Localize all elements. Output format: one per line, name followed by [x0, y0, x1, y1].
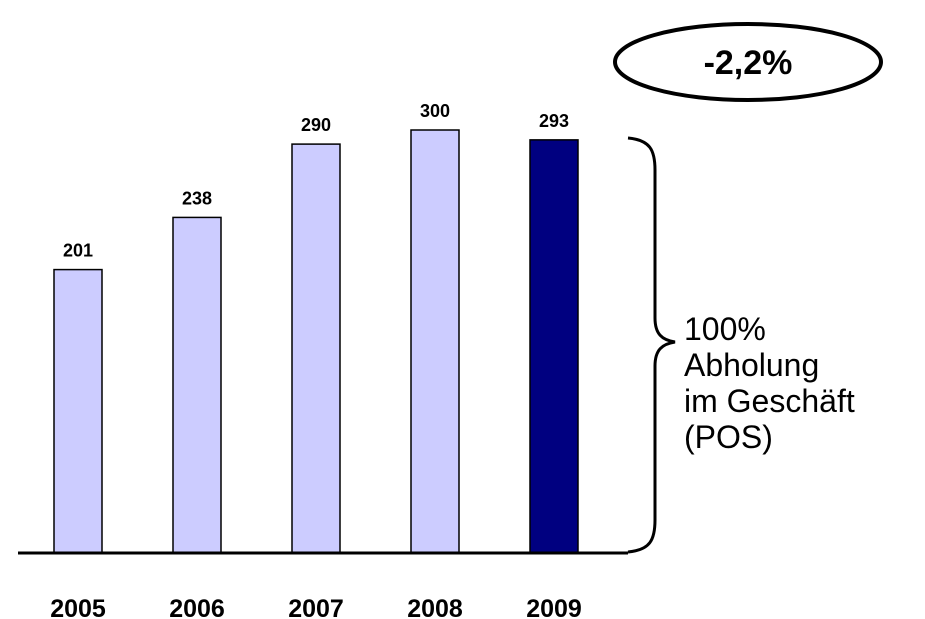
value-label-2009: 293 — [539, 111, 569, 131]
brace-label-line-4: (POS) — [684, 419, 773, 455]
brace-label-line-3: im Geschäft — [684, 383, 855, 419]
value-label-2007: 290 — [301, 115, 331, 135]
badge-ellipse — [613, 22, 883, 102]
brace-label-line-1: 100% — [684, 311, 766, 347]
tick-labels-layer: 2005 2006 2007 2008 2009 — [50, 595, 582, 619]
x-tick-label-2008: 2008 — [407, 595, 463, 619]
value-label-2005: 201 — [63, 241, 93, 261]
bar-2007 — [291, 143, 341, 554]
change-badge: -2,2% — [613, 22, 883, 102]
bar-2008 — [410, 129, 460, 554]
x-tick-label-2007: 2007 — [288, 595, 344, 619]
value-labels-layer: 201 238 290 300 293 — [63, 101, 569, 261]
x-tick-label-2005: 2005 — [50, 595, 106, 619]
value-label-2006: 238 — [182, 188, 212, 208]
x-tick-label-2006: 2006 — [169, 595, 225, 619]
bar-2009 — [529, 139, 579, 554]
bar-2005 — [53, 268, 103, 554]
bar-2006 — [172, 216, 222, 554]
brace-label: 100% Abholung im Geschäft (POS) — [684, 311, 855, 455]
bars-layer — [53, 129, 579, 554]
brace-label-line-2: Abholung — [684, 347, 819, 383]
badge-text: -2,2% — [704, 44, 793, 82]
curly-brace — [627, 136, 676, 554]
value-label-2008: 300 — [420, 101, 450, 121]
x-tick-label-2009: 2009 — [526, 595, 582, 619]
